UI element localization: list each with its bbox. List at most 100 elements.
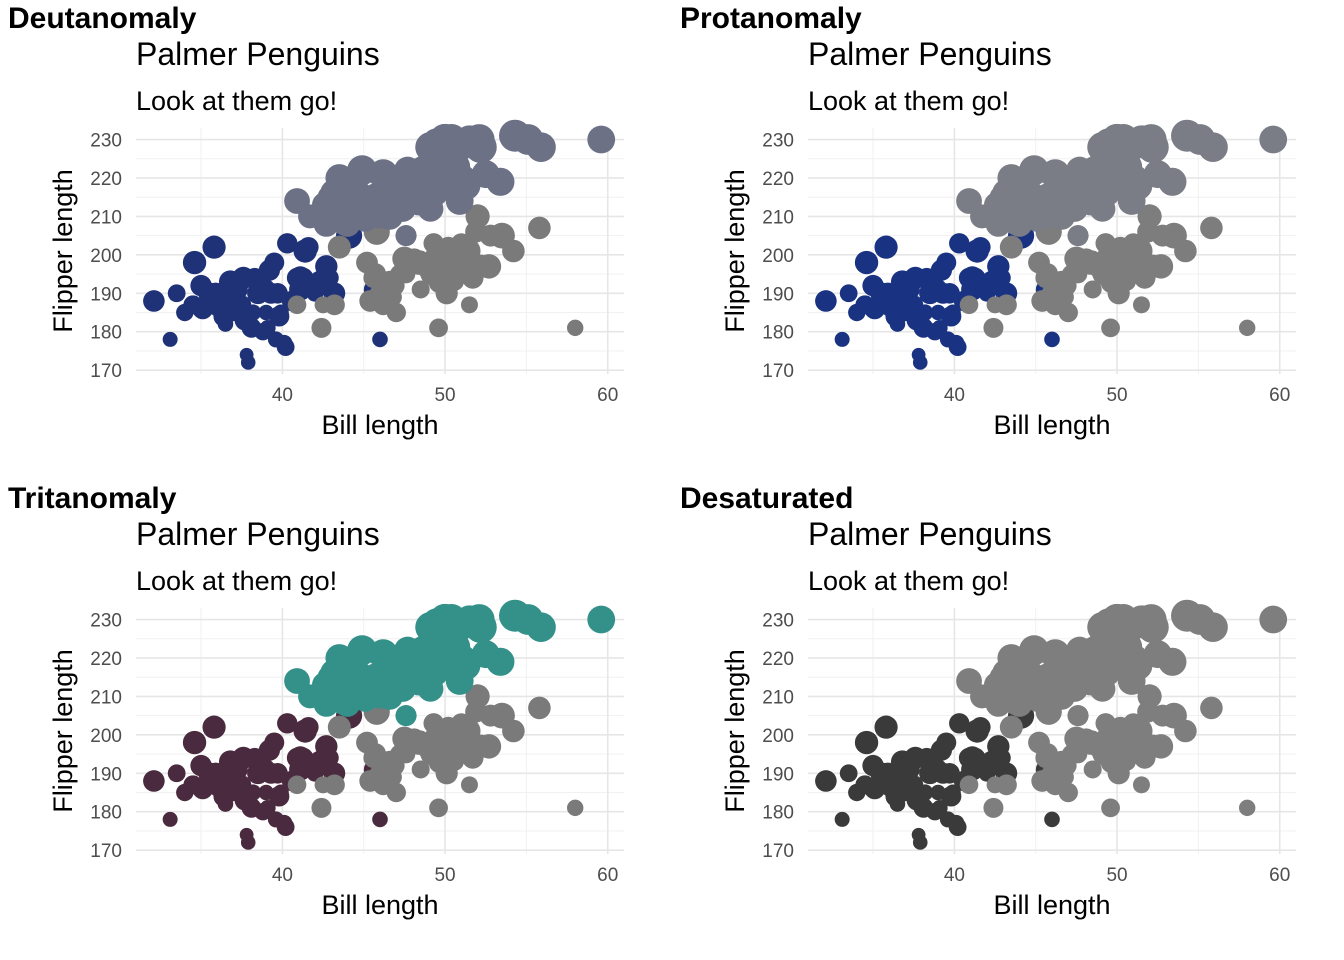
data-point-adelie <box>965 267 986 288</box>
x-tick-label: 60 <box>1269 865 1290 886</box>
data-point-gentoo <box>1136 611 1169 644</box>
y-tick-label: 210 <box>90 687 122 708</box>
y-tick-label: 230 <box>762 131 794 152</box>
data-point-chinstrap <box>567 319 584 337</box>
plot-subtitle: Look at them go! <box>136 86 338 116</box>
x-axis-title: Bill length <box>993 410 1110 440</box>
data-point-gentoo <box>367 204 393 229</box>
data-point-chinstrap <box>1174 719 1197 743</box>
data-point-gentoo <box>1136 131 1169 164</box>
data-point-gentoo <box>1039 684 1065 709</box>
data-point-chinstrap <box>311 797 332 818</box>
data-point-gentoo <box>1259 125 1288 154</box>
data-point-adelie <box>293 719 317 743</box>
data-point-chinstrap <box>460 776 478 794</box>
data-point-adelie <box>202 235 226 259</box>
y-tick-label: 170 <box>90 841 122 862</box>
y-tick-label: 180 <box>90 323 122 344</box>
data-point-adelie <box>245 304 262 321</box>
data-point-adelie <box>143 770 165 792</box>
data-point-chinstrap <box>476 734 502 759</box>
y-tick-label: 200 <box>90 246 122 267</box>
data-point-adelie <box>931 319 948 336</box>
data-point-chinstrap <box>1200 216 1223 240</box>
data-point-adelie <box>936 732 957 753</box>
x-tick-label: 50 <box>1106 385 1127 406</box>
data-point-chinstrap <box>372 774 394 796</box>
data-point-adelie <box>272 784 289 801</box>
data-point-adelie <box>965 747 986 768</box>
data-point-gentoo <box>1108 124 1140 156</box>
data-point-gentoo <box>1108 604 1140 636</box>
data-point-chinstrap <box>1239 799 1256 817</box>
data-point-adelie <box>854 250 879 275</box>
x-tick-label: 60 <box>597 865 618 886</box>
data-point-adelie <box>925 758 948 781</box>
data-point-adelie <box>834 331 850 347</box>
x-axis-title: Bill length <box>993 890 1110 920</box>
data-point-adelie <box>293 747 314 768</box>
data-point-gentoo <box>1102 643 1132 673</box>
data-point-gentoo <box>430 643 460 673</box>
data-point-chinstrap <box>1062 744 1082 764</box>
data-point-chinstrap <box>390 744 410 764</box>
data-point-chinstrap <box>528 696 551 720</box>
data-point-adelie <box>839 284 858 303</box>
y-tick-label: 200 <box>762 726 794 747</box>
data-point-gentoo <box>526 132 556 163</box>
data-point-chinstrap <box>1078 250 1104 275</box>
data-point-adelie <box>277 713 298 734</box>
x-tick-label: 50 <box>434 385 455 406</box>
panel-protanomaly: 40 50 60 170 180 190 200 210 220 230 Bill length Fl… <box>672 0 1344 480</box>
data-point-chinstrap <box>1044 774 1066 796</box>
data-point-chinstrap <box>1095 233 1116 254</box>
panel-deutanomaly: 40 50 60 170 180 190 200 210 220 230 Bill length Fl… <box>0 0 672 480</box>
data-point-adelie <box>143 290 165 312</box>
data-point-chinstrap <box>411 760 430 779</box>
points <box>143 119 616 370</box>
data-point-chinstrap <box>287 775 307 795</box>
data-point-chinstrap <box>1044 294 1066 316</box>
data-point-adelie <box>372 811 388 828</box>
data-point-gentoo <box>587 125 616 154</box>
data-point-adelie <box>815 290 837 312</box>
data-point-chinstrap <box>1118 256 1139 277</box>
y-axis-title: Flipper length <box>48 649 78 813</box>
data-point-adelie <box>944 784 961 801</box>
data-point-gentoo <box>1067 225 1089 247</box>
y-axis-title: Flipper length <box>48 169 78 333</box>
data-point-adelie <box>293 267 314 288</box>
y-tick-label: 170 <box>90 361 122 382</box>
data-point-chinstrap <box>327 715 351 739</box>
data-point-chinstrap <box>1148 254 1174 279</box>
data-point-adelie <box>944 304 961 321</box>
data-point-adelie <box>854 730 879 755</box>
data-point-gentoo <box>367 684 393 709</box>
data-point-gentoo <box>1117 667 1146 695</box>
y-tick-label: 220 <box>762 649 794 670</box>
x-tick-label: 60 <box>597 385 618 406</box>
y-tick-label: 220 <box>90 169 122 190</box>
x-tick-label: 50 <box>434 865 455 886</box>
data-point-adelie <box>259 319 276 336</box>
y-tick-label: 220 <box>762 169 794 190</box>
data-point-gentoo <box>1198 132 1228 163</box>
y-tick-label: 200 <box>762 246 794 267</box>
x-tick-label: 50 <box>1106 865 1127 886</box>
data-point-chinstrap <box>1078 730 1104 755</box>
data-point-chinstrap <box>567 799 584 817</box>
data-point-adelie <box>925 278 948 301</box>
y-axis-title: Flipper length <box>720 649 750 813</box>
y-tick-label: 230 <box>90 611 122 632</box>
data-point-adelie <box>1044 811 1060 828</box>
panel-label: Desaturated <box>680 482 854 515</box>
data-point-chinstrap <box>1101 798 1120 818</box>
data-point-chinstrap <box>465 684 490 709</box>
data-point-chinstrap <box>1132 296 1150 314</box>
data-point-chinstrap <box>446 256 467 277</box>
data-point-chinstrap <box>287 295 307 315</box>
data-point-adelie <box>277 233 298 254</box>
data-point-adelie <box>240 355 256 370</box>
y-tick-label: 180 <box>762 323 794 344</box>
data-point-adelie <box>293 239 317 263</box>
